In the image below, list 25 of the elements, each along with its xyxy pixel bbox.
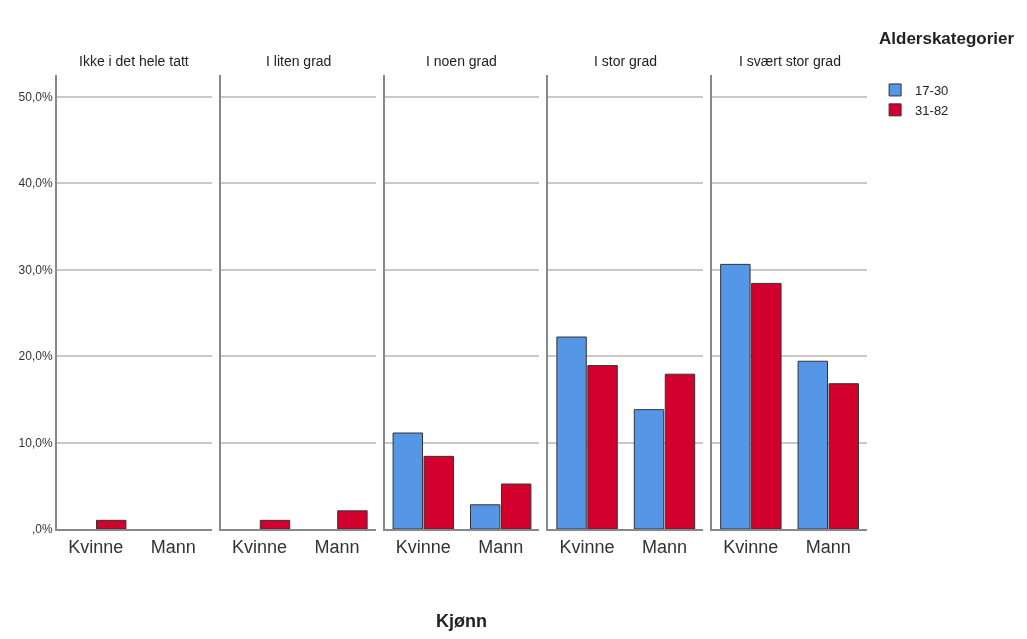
chart-title: Ikke i det hele tatt — [79, 53, 189, 69]
y-tick-label: 40,0% — [18, 176, 53, 191]
x-tick-label: Kvinne — [395, 536, 451, 557]
x-tick-label: Mann — [150, 536, 196, 557]
x-tick-label: Mann — [641, 536, 688, 557]
y-tick-label: 10,0% — [18, 435, 53, 450]
x-tick-label: Mann — [805, 536, 851, 557]
chart-title: I stor grad — [594, 53, 658, 69]
x-axis-title: Kjønn — [436, 611, 487, 631]
legend-label: 31-82 — [915, 102, 949, 118]
y-tick-label: 30,0% — [18, 262, 53, 277]
y-tick-label: 20,0% — [18, 349, 53, 364]
x-tick-label: Mann — [478, 536, 524, 557]
legend-title: Alderskategorier — [879, 29, 1015, 48]
y-tick-label: 50,0% — [18, 89, 53, 104]
legend-label: 17-30 — [915, 83, 949, 99]
x-tick-label: Kvinne — [231, 536, 288, 557]
x-tick-label: Kvinne — [68, 536, 124, 557]
x-tick-label: Kvinne — [723, 536, 779, 557]
chart-title: I noen grad — [426, 53, 497, 69]
chart-title: I svært stor grad — [739, 53, 841, 69]
x-tick-label: Mann — [314, 536, 360, 557]
x-tick-label: Kvinne — [559, 536, 615, 557]
y-tick-label: ,0% — [31, 522, 53, 537]
chart-title: I liten grad — [266, 53, 332, 69]
